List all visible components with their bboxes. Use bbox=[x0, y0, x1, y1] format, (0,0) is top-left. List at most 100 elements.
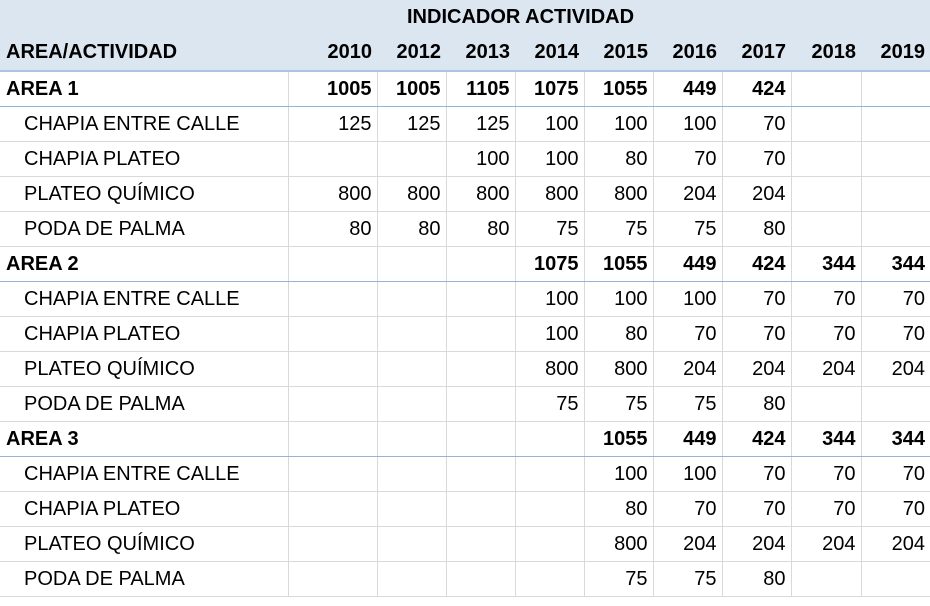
value-cell-2019: 344 bbox=[861, 246, 930, 282]
value-cell-2014 bbox=[515, 456, 585, 492]
value-cell-2019 bbox=[861, 71, 930, 107]
value-cell-2017: 80 bbox=[722, 211, 792, 247]
value-cell-2015: 75 bbox=[584, 211, 654, 247]
value-cell-2018 bbox=[791, 176, 862, 212]
value-cell-2014: 1075 bbox=[515, 71, 585, 107]
value-cell-2010 bbox=[288, 316, 378, 352]
value-cell-2010 bbox=[288, 561, 378, 597]
value-cell-2010 bbox=[288, 386, 378, 422]
activity-label: PODA DE PALMA bbox=[0, 561, 289, 597]
value-cell-2013 bbox=[446, 526, 516, 562]
value-cell-2010: 1005 bbox=[288, 71, 378, 107]
value-cell-2012 bbox=[377, 316, 447, 352]
value-cell-2016: 449 bbox=[653, 246, 723, 282]
value-cell-2010 bbox=[288, 351, 378, 387]
activity-row: PODA DE PALMA 80 80 80 75 75 75 80 bbox=[0, 211, 930, 247]
table-title: INDICADOR ACTIVIDAD bbox=[377, 0, 930, 34]
area-label: AREA 3 bbox=[0, 421, 289, 457]
value-cell-2016: 204 bbox=[653, 176, 723, 212]
value-cell-2012 bbox=[377, 141, 447, 177]
value-cell-2014: 800 bbox=[515, 176, 585, 212]
column-header-row: AREA/ACTIVIDAD 2010 2012 2013 2014 2015 … bbox=[0, 34, 930, 72]
activity-row: PLATEO QUÍMICO 800 204 204 204 204 bbox=[0, 526, 930, 562]
value-cell-2019: 204 bbox=[861, 526, 930, 562]
value-cell-2013: 125 bbox=[446, 106, 516, 142]
value-cell-2017: 70 bbox=[722, 316, 792, 352]
year-header-2018: 2018 bbox=[791, 34, 861, 72]
value-cell-2016: 70 bbox=[653, 316, 723, 352]
value-cell-2019: 344 bbox=[861, 421, 930, 457]
activity-label: PODA DE PALMA bbox=[0, 386, 289, 422]
value-cell-2017: 70 bbox=[722, 106, 792, 142]
value-cell-2019 bbox=[861, 561, 930, 597]
value-cell-2017: 424 bbox=[722, 71, 792, 107]
value-cell-2015: 800 bbox=[584, 526, 654, 562]
value-cell-2012 bbox=[377, 491, 447, 527]
activity-label: CHAPIA PLATEO bbox=[0, 316, 289, 352]
activity-row: CHAPIA PLATEO 80 70 70 70 70 bbox=[0, 491, 930, 527]
area-label: AREA 2 bbox=[0, 246, 289, 282]
activity-row: CHAPIA ENTRE CALLE 100 100 100 70 70 70 bbox=[0, 281, 930, 317]
year-header-2012: 2012 bbox=[377, 34, 446, 72]
value-cell-2016: 449 bbox=[653, 421, 723, 457]
value-cell-2018: 204 bbox=[791, 526, 862, 562]
activity-label: CHAPIA ENTRE CALLE bbox=[0, 106, 289, 142]
area-row: AREA 3 1055 449 424 344 344 bbox=[0, 421, 930, 457]
value-cell-2012 bbox=[377, 386, 447, 422]
value-cell-2015: 100 bbox=[584, 106, 654, 142]
row-label-header: AREA/ACTIVIDAD bbox=[0, 34, 288, 72]
activity-label: PLATEO QUÍMICO bbox=[0, 176, 289, 212]
value-cell-2015: 1055 bbox=[584, 71, 654, 107]
area-row: AREA 1 1005 1005 1105 1075 1055 449 424 bbox=[0, 71, 930, 107]
value-cell-2010: 800 bbox=[288, 176, 378, 212]
value-cell-2017: 204 bbox=[722, 351, 792, 387]
year-header-2013: 2013 bbox=[446, 34, 515, 72]
value-cell-2010 bbox=[288, 526, 378, 562]
value-cell-2015: 100 bbox=[584, 281, 654, 317]
value-cell-2012: 800 bbox=[377, 176, 447, 212]
value-cell-2017: 70 bbox=[722, 456, 792, 492]
value-cell-2016: 449 bbox=[653, 71, 723, 107]
value-cell-2018: 204 bbox=[791, 351, 862, 387]
year-header-2017: 2017 bbox=[722, 34, 791, 72]
value-cell-2014: 100 bbox=[515, 316, 585, 352]
value-cell-2013 bbox=[446, 421, 516, 457]
value-cell-2014: 100 bbox=[515, 141, 585, 177]
value-cell-2019 bbox=[861, 211, 930, 247]
value-cell-2010 bbox=[288, 491, 378, 527]
value-cell-2017: 70 bbox=[722, 281, 792, 317]
value-cell-2013 bbox=[446, 386, 516, 422]
value-cell-2017: 80 bbox=[722, 561, 792, 597]
value-cell-2016: 100 bbox=[653, 106, 723, 142]
year-header-2016: 2016 bbox=[653, 34, 722, 72]
value-cell-2010 bbox=[288, 421, 378, 457]
value-cell-2015: 80 bbox=[584, 316, 654, 352]
value-cell-2014: 75 bbox=[515, 211, 585, 247]
value-cell-2019 bbox=[861, 386, 930, 422]
value-cell-2013 bbox=[446, 491, 516, 527]
year-header-2019: 2019 bbox=[861, 34, 930, 72]
value-cell-2010 bbox=[288, 246, 378, 282]
value-cell-2016: 204 bbox=[653, 351, 723, 387]
activity-row: CHAPIA PLATEO 100 100 80 70 70 bbox=[0, 141, 930, 177]
value-cell-2012 bbox=[377, 561, 447, 597]
value-cell-2016: 75 bbox=[653, 386, 723, 422]
value-cell-2014 bbox=[515, 421, 585, 457]
value-cell-2016: 75 bbox=[653, 561, 723, 597]
value-cell-2017: 424 bbox=[722, 246, 792, 282]
value-cell-2018: 70 bbox=[791, 316, 862, 352]
title-row-spacer bbox=[288, 0, 377, 34]
activity-row: PLATEO QUÍMICO 800 800 204 204 204 204 bbox=[0, 351, 930, 387]
value-cell-2014: 100 bbox=[515, 281, 585, 317]
value-cell-2012 bbox=[377, 421, 447, 457]
activity-row: PLATEO QUÍMICO 800 800 800 800 800 204 204 bbox=[0, 176, 930, 212]
value-cell-2014: 1075 bbox=[515, 246, 585, 282]
value-cell-2014: 75 bbox=[515, 386, 585, 422]
value-cell-2018 bbox=[791, 386, 862, 422]
value-cell-2010: 80 bbox=[288, 211, 378, 247]
value-cell-2019: 70 bbox=[861, 281, 930, 317]
value-cell-2019 bbox=[861, 141, 930, 177]
value-cell-2016: 75 bbox=[653, 211, 723, 247]
activity-row: PODA DE PALMA 75 75 80 bbox=[0, 561, 930, 597]
